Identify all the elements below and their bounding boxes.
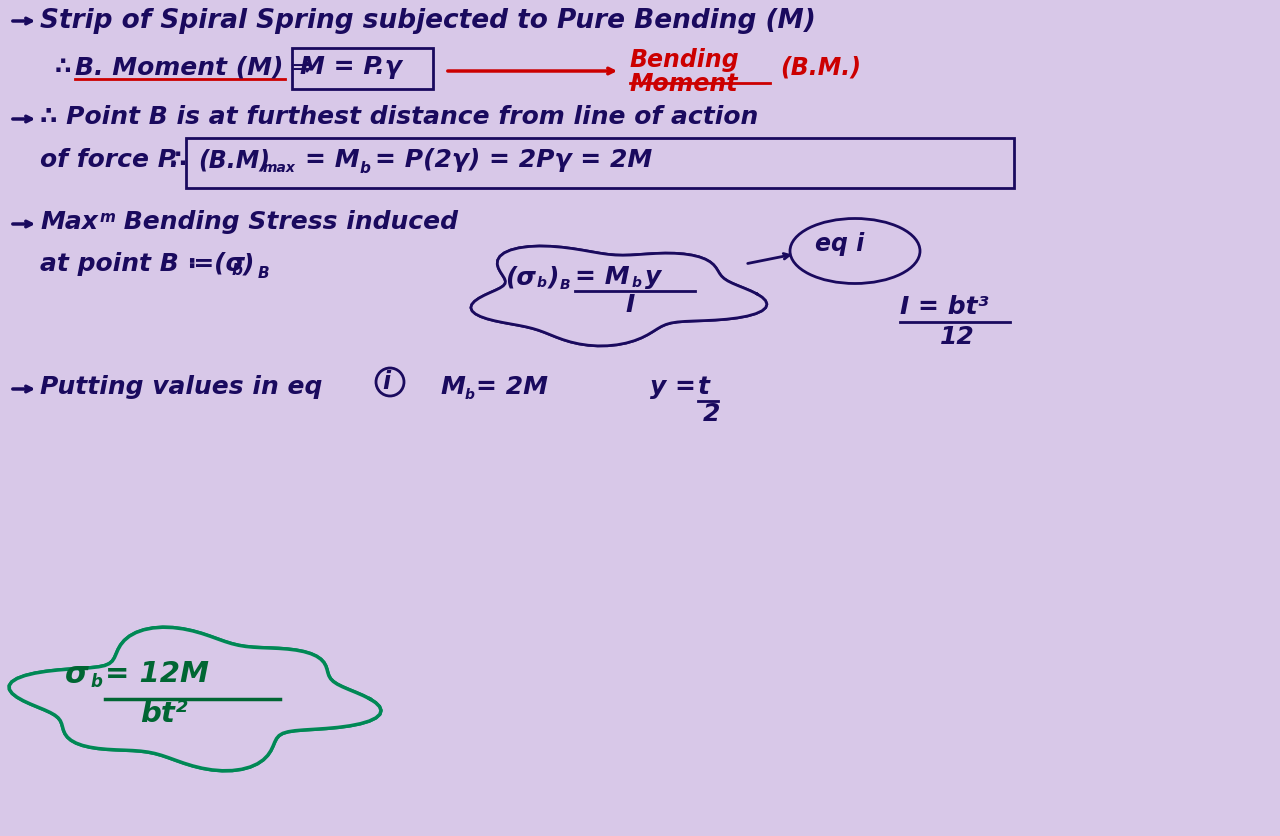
Text: = 2M: = 2M — [476, 375, 548, 399]
Text: y: y — [645, 265, 662, 288]
Text: b: b — [90, 672, 102, 691]
Text: eq i: eq i — [815, 232, 864, 256]
Text: B. Moment (M) ⇒: B. Moment (M) ⇒ — [76, 55, 314, 79]
Text: at point B ≔(σ: at point B ≔(σ — [40, 252, 244, 276]
Text: b: b — [465, 388, 475, 401]
Text: ∴ Point B is at furthest distance from line of action: ∴ Point B is at furthest distance from l… — [40, 104, 758, 129]
Text: m: m — [100, 210, 116, 225]
Text: M: M — [440, 375, 465, 399]
Text: Putting values in eq: Putting values in eq — [40, 375, 323, 399]
Text: bt²: bt² — [140, 699, 187, 727]
Text: = P(2γ) = 2Pγ = 2M: = P(2γ) = 2Pγ = 2M — [375, 148, 653, 171]
Text: = M: = M — [575, 265, 630, 288]
Text: I = bt³: I = bt³ — [900, 294, 988, 319]
Text: i: i — [381, 370, 390, 394]
Text: Strip of Spiral Spring subjected to Pure Bending (M): Strip of Spiral Spring subjected to Pure… — [40, 8, 815, 34]
Text: ∴: ∴ — [55, 55, 72, 79]
Text: b: b — [232, 263, 243, 278]
Text: Moment: Moment — [630, 72, 739, 96]
Text: B: B — [561, 278, 571, 292]
Polygon shape — [9, 628, 381, 771]
Text: t: t — [698, 375, 710, 399]
Text: of force P.: of force P. — [40, 148, 179, 171]
Text: (σ: (σ — [506, 265, 536, 288]
Text: 12: 12 — [940, 324, 975, 349]
Text: = M: = M — [305, 148, 360, 171]
Text: ): ) — [243, 252, 255, 276]
Text: ∴: ∴ — [170, 148, 187, 171]
Text: y =: y = — [650, 375, 705, 399]
Text: b: b — [360, 161, 371, 176]
Text: Bending: Bending — [630, 48, 740, 72]
Text: ): ) — [548, 265, 559, 288]
Polygon shape — [471, 247, 767, 346]
Ellipse shape — [790, 219, 920, 284]
Text: 2: 2 — [703, 401, 721, 426]
Text: σ: σ — [65, 660, 88, 688]
Text: b: b — [632, 276, 641, 289]
Text: (B.M.): (B.M.) — [780, 55, 861, 79]
Text: Bending Stress induced: Bending Stress induced — [115, 210, 458, 234]
Text: = 12M: = 12M — [105, 660, 209, 687]
Text: (B.M): (B.M) — [198, 148, 270, 171]
Text: I: I — [625, 293, 635, 317]
Text: max: max — [262, 161, 296, 175]
Text: B: B — [259, 266, 270, 281]
Text: b: b — [538, 276, 547, 289]
Text: Max: Max — [40, 210, 97, 234]
Text: M = P.γ: M = P.γ — [300, 55, 402, 79]
